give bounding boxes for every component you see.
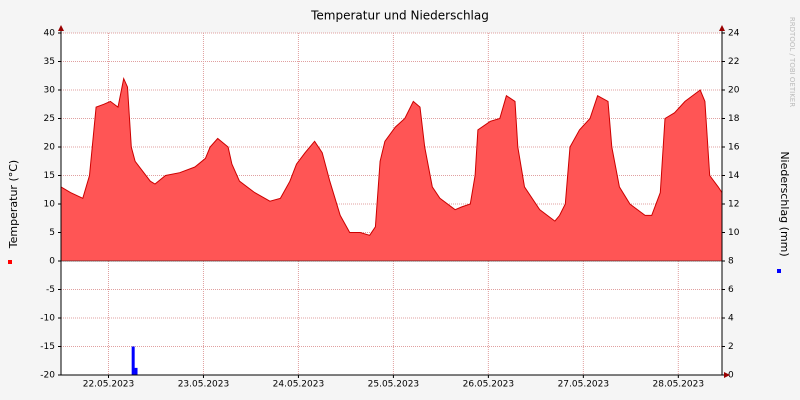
y-tick-label: 5: [49, 228, 55, 238]
axis-arrow: [719, 25, 725, 31]
y-tick-label: 15: [44, 171, 55, 181]
y-tick-label: -20: [40, 371, 55, 381]
x-tick-label: 22.05.2023: [83, 380, 135, 390]
x-tick-label: 27.05.2023: [558, 380, 610, 390]
y-tick-label: -5: [46, 285, 55, 295]
y-tick-label: 35: [44, 57, 55, 67]
axes: [58, 25, 725, 375]
x-tick-label: 23.05.2023: [178, 380, 230, 390]
precipitation-bar: [131, 346, 135, 375]
chart-title: Temperatur und Niederschlag: [310, 9, 489, 23]
y2-tick-label: 24: [728, 29, 740, 39]
y-axis-label: Temperatur (°C): [7, 160, 20, 249]
y2-tick-label: 16: [728, 143, 740, 153]
y-tick-label: 40: [44, 29, 56, 39]
x-tick-label: 25.05.2023: [368, 380, 420, 390]
y-tick-label: 20: [44, 143, 56, 153]
legend-swatch-precipitation: [777, 269, 781, 273]
legend-swatch-temperature: [8, 260, 12, 264]
y2-tick-label: 8: [728, 257, 734, 267]
y-tick-label: 25: [44, 114, 55, 124]
y2-tick-label: 20: [728, 86, 740, 96]
y2-tick-label: 14: [728, 171, 740, 181]
y2-tick-label: 0: [728, 371, 734, 381]
y-tick-label: 30: [44, 86, 56, 96]
y2-tick-label: 18: [728, 114, 740, 124]
y2-tick-label: 22: [728, 57, 739, 67]
axis-arrow: [58, 25, 64, 31]
axis-arrow: [724, 372, 730, 378]
watermark: RRDTOOL / TOBI OETIKER: [788, 17, 796, 107]
y2-tick-label: 2: [728, 342, 734, 352]
marks: [60, 76, 730, 378]
y2-axis-label: Niederschlag (mm): [778, 151, 791, 256]
precipitation-bar: [134, 367, 138, 375]
y-tick-label: 10: [44, 200, 56, 210]
y-tick-label: -15: [40, 342, 55, 352]
temperature-area: [61, 78, 722, 261]
y2-tick-label: 10: [728, 228, 740, 238]
y-tick-label: 0: [49, 257, 55, 267]
y-tick-label: -10: [40, 314, 55, 324]
x-tick-label: 26.05.2023: [463, 380, 515, 390]
temperature-line: [60, 76, 723, 236]
y2-tick-label: 12: [728, 200, 739, 210]
y2-tick-label: 4: [728, 314, 734, 324]
y2-tick-label: 6: [728, 285, 734, 295]
x-tick-label: 24.05.2023: [273, 380, 325, 390]
x-tick-label: 28.05.2023: [653, 380, 705, 390]
